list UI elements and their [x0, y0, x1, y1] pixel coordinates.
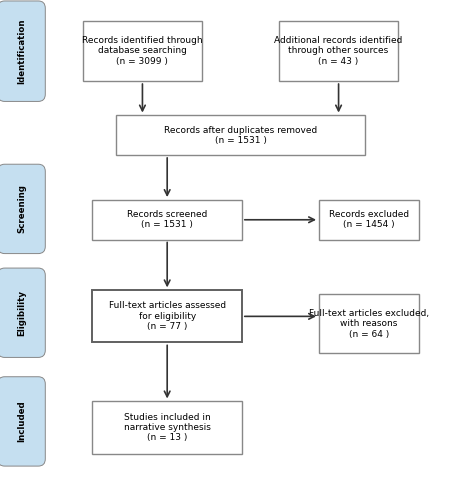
FancyBboxPatch shape — [116, 115, 366, 155]
FancyBboxPatch shape — [92, 290, 242, 342]
Text: Full-text articles assessed
for eligibility
(n = 77 ): Full-text articles assessed for eligibil… — [109, 301, 226, 331]
Text: Studies included in
narrative synthesis
(n = 13 ): Studies included in narrative synthesis … — [124, 412, 211, 442]
Text: Identification: Identification — [17, 18, 26, 84]
FancyBboxPatch shape — [92, 200, 242, 240]
Text: Included: Included — [17, 400, 26, 442]
FancyBboxPatch shape — [92, 401, 242, 454]
FancyBboxPatch shape — [0, 164, 45, 254]
FancyBboxPatch shape — [0, 377, 45, 466]
Text: Records identified through
database searching
(n = 3099 ): Records identified through database sear… — [82, 36, 203, 66]
Text: Records excluded
(n = 1454 ): Records excluded (n = 1454 ) — [329, 210, 409, 229]
Text: Screening: Screening — [17, 185, 26, 233]
FancyBboxPatch shape — [319, 294, 419, 353]
Text: Additional records identified
through other sources
(n = 43 ): Additional records identified through ot… — [275, 36, 403, 66]
Text: Eligibility: Eligibility — [17, 290, 26, 336]
Text: Records screened
(n = 1531 ): Records screened (n = 1531 ) — [127, 210, 207, 229]
Text: Records after duplicates removed
(n = 1531 ): Records after duplicates removed (n = 15… — [164, 126, 317, 145]
FancyBboxPatch shape — [279, 20, 398, 81]
FancyBboxPatch shape — [0, 268, 45, 357]
Text: Full-text articles excluded,
with reasons
(n = 64 ): Full-text articles excluded, with reason… — [309, 309, 429, 339]
FancyBboxPatch shape — [0, 1, 45, 101]
FancyBboxPatch shape — [319, 200, 419, 240]
FancyBboxPatch shape — [83, 20, 202, 81]
